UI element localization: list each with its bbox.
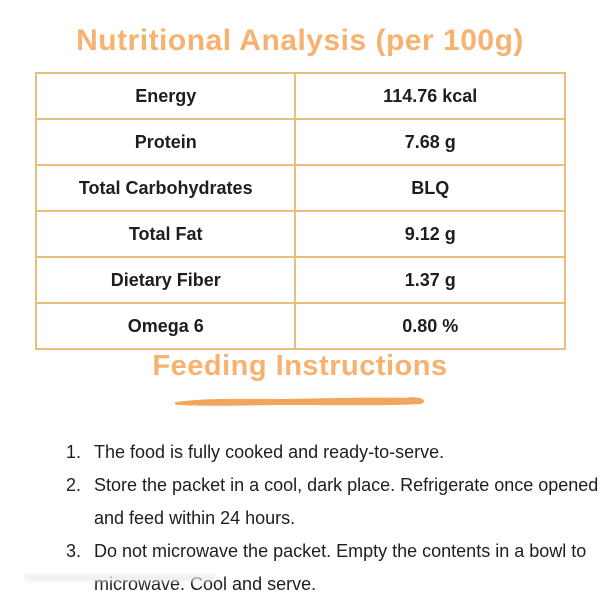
nutrient-value: BLQ: [294, 164, 566, 212]
faint-cutoff-artifact: [25, 575, 215, 581]
list-item-text: The food is fully cooked and ready-to-se…: [94, 442, 445, 462]
nutrient-value: 114.76 kcal: [294, 72, 566, 120]
nutrient-value: 0.80 %: [294, 302, 566, 350]
table-row: Omega 6 0.80 %: [34, 302, 566, 350]
list-item-text: Store the packet in a cool, dark place. …: [94, 475, 599, 528]
nutrient-label: Energy: [34, 72, 297, 120]
nutrient-value: 9.12 g: [294, 210, 566, 258]
nutrient-label: Omega 6: [34, 302, 297, 350]
list-item-text: Do not microwave the packet. Empty the c…: [94, 541, 587, 594]
nutrient-value: 7.68 g: [294, 118, 566, 166]
list-item: 3. Do not microwave the packet. Empty th…: [64, 535, 600, 600]
list-item: 2. Store the packet in a cool, dark plac…: [64, 469, 600, 535]
brush-underline-decoration: [174, 397, 425, 406]
feeding-instructions-list: 1. The food is fully cooked and ready-to…: [24, 436, 600, 600]
nutrient-label: Protein: [34, 118, 297, 166]
nutrient-label: Total Fat: [34, 210, 297, 258]
nutrient-label: Dietary Fiber: [34, 256, 297, 304]
nutrient-label: Total Carbohydrates: [34, 164, 297, 212]
nutrition-table: Energy 114.76 kcal Protein 7.68 g Total …: [34, 72, 566, 350]
nutrient-value: 1.37 g: [294, 256, 566, 304]
feeding-instructions-title: Feeding Instructions: [152, 350, 448, 382]
table-row: Protein 7.68 g: [34, 118, 566, 166]
table-row: Total Fat 9.12 g: [34, 210, 566, 258]
table-row: Energy 114.76 kcal: [34, 72, 566, 120]
table-row: Dietary Fiber 1.37 g: [34, 256, 566, 304]
table-row: Total Carbohydrates BLQ: [34, 164, 566, 212]
list-item-number: 3.: [66, 541, 82, 561]
list-item-number: 1.: [66, 442, 82, 462]
list-item: 1. The food is fully cooked and ready-to…: [64, 436, 600, 469]
list-item-number: 2.: [66, 475, 82, 495]
nutrition-analysis-title: Nutritional Analysis (per 100g): [76, 24, 524, 57]
